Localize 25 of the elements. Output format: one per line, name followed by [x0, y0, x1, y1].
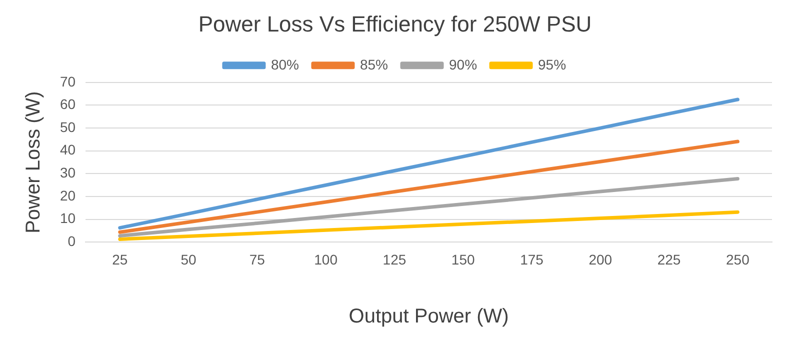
x-tick-label: 225 [657, 251, 681, 268]
y-tick-label: 60 [60, 96, 76, 112]
y-tick-label: 40 [60, 142, 76, 158]
legend-label: 85% [360, 56, 388, 72]
legend-label: 95% [538, 56, 566, 72]
y-axis-title: Power Loss (W) [22, 91, 45, 234]
x-tick-label: 150 [451, 251, 475, 268]
y-tick-label: 20 [60, 187, 76, 204]
y-tick-label: 10 [60, 210, 76, 226]
x-tick-label: 75 [249, 251, 266, 268]
x-tick-label: 50 [180, 251, 197, 268]
y-tick-label: 70 [60, 73, 76, 90]
chart-title: Power Loss Vs Efficiency for 250W PSU [198, 11, 592, 36]
x-tick-label: 250 [726, 251, 750, 268]
x-tick-label: 125 [382, 251, 406, 268]
y-tick-label: 50 [60, 118, 76, 135]
x-tick-label: 25 [112, 251, 128, 268]
x-tick-label: 200 [588, 251, 612, 268]
legend-label: 90% [449, 56, 478, 72]
y-tick-label: 0 [68, 233, 76, 250]
x-tick-label: 100 [314, 251, 338, 268]
x-tick-label: 175 [520, 251, 544, 268]
legend-label: 80% [270, 56, 299, 72]
y-tick-label: 30 [60, 164, 76, 181]
x-axis-title: Output Power (W) [348, 306, 509, 328]
